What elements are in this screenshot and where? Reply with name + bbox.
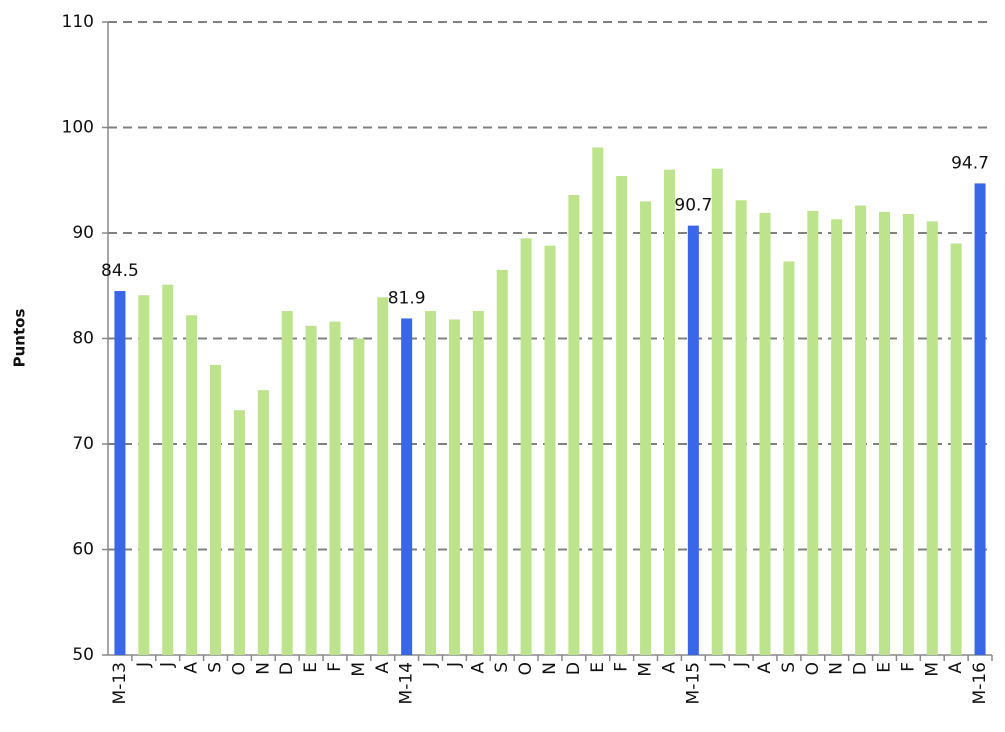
x-tick-label: M-16: [970, 662, 990, 704]
x-tick-label: S: [206, 662, 226, 673]
bar: [783, 261, 795, 655]
bar: [568, 195, 580, 655]
x-tick-label: F: [612, 662, 632, 672]
x-tick-label: J: [731, 662, 751, 668]
bar: [305, 325, 317, 655]
x-tick-label: E: [874, 662, 894, 673]
x-tick-label: S: [779, 662, 799, 673]
bar: [950, 243, 962, 656]
bar: [186, 315, 198, 655]
x-tick-label: E: [588, 662, 608, 673]
y-tick-label: 90: [72, 223, 94, 243]
bar: [281, 311, 293, 655]
x-tick-label: O: [229, 662, 249, 675]
x-tick-label: A: [755, 662, 775, 674]
x-tick-label: D: [851, 662, 871, 675]
bar: [496, 269, 508, 655]
bar: [855, 205, 867, 655]
x-tick-label: D: [277, 662, 297, 675]
bar: [472, 311, 484, 655]
x-tick-label: E: [301, 662, 321, 673]
x-tick-label: A: [373, 662, 393, 674]
x-tick-label: F: [898, 662, 918, 672]
x-tick-label: M-14: [397, 662, 417, 704]
x-tick-label: M-15: [683, 662, 703, 704]
x-tick-label: J: [158, 662, 178, 668]
x-tick-label: J: [444, 662, 464, 668]
bar: [831, 219, 843, 655]
x-tick-label: D: [564, 662, 584, 675]
bar: [807, 210, 819, 655]
bar: [759, 212, 771, 655]
bar: [448, 319, 460, 655]
x-tick-label: S: [492, 662, 512, 673]
data-label: 81.9: [388, 288, 426, 308]
x-tick-label: N: [827, 662, 847, 675]
bar: [114, 291, 126, 655]
y-tick-label: 110: [62, 12, 94, 32]
bar: [592, 147, 604, 656]
data-label: 94.7: [951, 153, 989, 173]
y-tick-label: 70: [72, 434, 94, 454]
bar: [353, 338, 365, 655]
x-tick-label: A: [182, 662, 202, 674]
x-tick-label: A: [468, 662, 488, 674]
bar: [377, 297, 389, 655]
y-tick-label: 80: [72, 329, 94, 349]
bar: [640, 201, 652, 655]
bar: [425, 311, 437, 655]
bar: [926, 221, 938, 655]
bar: [329, 321, 341, 655]
y-tick-label: 50: [72, 645, 94, 665]
x-tick-label: N: [540, 662, 560, 675]
x-tick-label: J: [134, 662, 154, 668]
bar: [520, 238, 532, 655]
bar: [663, 169, 675, 655]
bar: [735, 200, 747, 656]
x-tick-label: O: [516, 662, 536, 675]
y-axis-label: Puntos: [11, 309, 29, 368]
bar: [878, 211, 890, 655]
bar: [544, 245, 556, 655]
x-tick-label: M: [349, 662, 369, 677]
x-tick-label: O: [803, 662, 823, 675]
data-label: 84.5: [101, 261, 139, 281]
x-tick-label: A: [659, 662, 679, 674]
bar: [233, 410, 245, 655]
x-tick-label: J: [421, 662, 441, 668]
x-tick-label: N: [253, 662, 273, 675]
bar: [210, 364, 222, 655]
bar: [257, 390, 269, 655]
x-tick-label: F: [325, 662, 345, 672]
x-tick-label: J: [707, 662, 727, 668]
x-tick-label: M: [636, 662, 656, 677]
y-tick-label: 60: [72, 540, 94, 560]
x-tick-label: M: [922, 662, 942, 677]
bar: [687, 225, 699, 656]
x-tick-label: A: [946, 662, 966, 674]
data-label: 90.7: [674, 196, 712, 216]
bar: [138, 295, 150, 655]
bar: [902, 214, 914, 655]
bar: [616, 176, 628, 655]
bar: [401, 318, 413, 655]
x-tick-label: M-13: [110, 662, 130, 704]
bar: [711, 168, 723, 655]
bar: [162, 284, 174, 655]
y-tick-label: 100: [62, 118, 94, 138]
bar: [974, 183, 986, 656]
